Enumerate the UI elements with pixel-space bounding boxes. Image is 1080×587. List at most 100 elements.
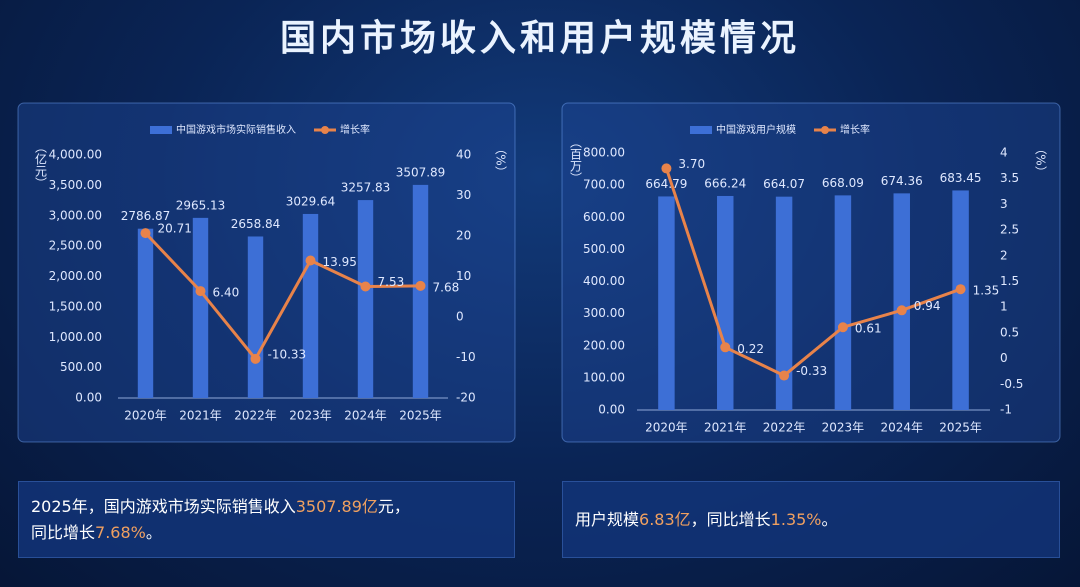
caption-text: 。 <box>145 522 162 542</box>
value-label: 7.68 <box>433 280 460 294</box>
value-label: 3.70 <box>678 157 705 171</box>
y-tick-label: 0.00 <box>598 403 625 417</box>
bar <box>834 195 852 410</box>
highlight-text: 3507.89亿 <box>295 496 378 516</box>
y2-tick-label: 4 <box>1000 146 1008 160</box>
x-tick-label: 2025年 <box>939 421 982 435</box>
page-title: 国内市场收入和用户规模情况 <box>280 18 800 59</box>
caption: 用户规模6.83亿，同比增长1.35%。 <box>562 481 1060 558</box>
legend-label: 中国游戏用户规模 <box>716 123 796 136</box>
y-tick-label: 200.00 <box>583 338 625 352</box>
legend-label: 中国游戏市场实际销售收入 <box>176 123 296 136</box>
value-label: 2658.84 <box>231 217 281 231</box>
caption-text: 2025年，国内游戏市场实际销售收入 <box>31 496 296 516</box>
x-tick-label: 2020年 <box>124 409 167 423</box>
bar <box>775 196 793 410</box>
y-tick-label: 100.00 <box>583 370 625 384</box>
value-label: 2965.13 <box>176 198 226 212</box>
y2-tick-label: 1 <box>1000 300 1008 314</box>
y2-tick-label: 10 <box>456 269 471 283</box>
y-tick-label: 3,500.00 <box>49 178 102 192</box>
legend-swatch <box>821 126 829 134</box>
value-label: 668.09 <box>822 176 864 190</box>
caption-text: 。 <box>821 509 838 529</box>
x-tick-label: 2023年 <box>822 421 865 435</box>
value-label: 0.22 <box>737 342 764 356</box>
y2-tick-label: 0 <box>456 310 464 324</box>
point <box>720 342 731 353</box>
y2-tick-label: 0 <box>1000 351 1008 365</box>
value-label: -10.33 <box>268 347 307 361</box>
value-label: 3507.89 <box>396 165 446 179</box>
caption-text: 元， <box>377 496 410 516</box>
value-label: 683.45 <box>940 171 982 185</box>
legend-label: 增长率 <box>340 123 370 136</box>
bar <box>192 217 209 398</box>
line <box>144 232 421 362</box>
legend-swatch <box>690 126 712 134</box>
bar <box>247 236 264 398</box>
y2-tick-label: -10 <box>456 350 476 364</box>
value-label: 0.94 <box>914 299 941 313</box>
point <box>955 284 966 295</box>
y2-tick-label: 2 <box>1000 248 1008 262</box>
panel <box>561 102 1061 443</box>
y2-tick-label: 2.5 <box>1000 223 1019 237</box>
value-label: 664.07 <box>763 177 805 191</box>
point <box>415 280 426 291</box>
value-label: 664.79 <box>645 177 687 191</box>
y-tick-label: 300.00 <box>583 306 625 320</box>
value-label: 7.53 <box>378 275 405 289</box>
y2-tick-label: -20 <box>456 391 476 405</box>
caption-text: 同比增长 <box>31 522 96 542</box>
y-tick-label: 2,000.00 <box>49 269 102 283</box>
y-tick-label: 700.00 <box>583 178 625 192</box>
y-tick-label: 500.00 <box>583 242 625 256</box>
y-tick-label: 2,500.00 <box>49 239 102 253</box>
caption-line: 同比增长7.68%。 <box>31 520 502 546</box>
value-label: 674.36 <box>881 174 923 188</box>
point <box>305 255 316 266</box>
x-tick-label: 2025年 <box>399 409 442 423</box>
point <box>250 353 261 364</box>
line <box>664 167 962 378</box>
y2-tick-label: 20 <box>456 229 471 243</box>
legend-label: 增长率 <box>840 123 870 136</box>
x-tick-label: 2022年 <box>763 421 806 435</box>
y2-axis-label: （%） <box>494 142 508 177</box>
y2-tick-label: 0.5 <box>1000 325 1019 339</box>
y-tick-label: 500.00 <box>60 360 102 374</box>
y2-tick-label: 3 <box>1000 197 1008 211</box>
value-label: 20.71 <box>158 222 192 236</box>
bar <box>412 184 429 398</box>
caption-text: ，同比增长 <box>690 509 771 529</box>
y-axis-label: （亿元） <box>34 141 48 189</box>
caption-text: 用户规模 <box>575 509 640 529</box>
x-tick-label: 2020年 <box>645 421 688 435</box>
point <box>140 228 151 239</box>
y2-axis-label: （%） <box>1034 142 1048 177</box>
y2-tick-label: 1.5 <box>1000 274 1019 288</box>
y-tick-label: 3,000.00 <box>49 208 102 222</box>
y-tick-label: 1,500.00 <box>49 299 102 313</box>
y2-tick-label: -1 <box>1000 403 1012 417</box>
y2-tick-label: 3.5 <box>1000 171 1019 185</box>
x-tick-label: 2021年 <box>704 421 747 435</box>
legend-swatch <box>321 126 329 134</box>
bar <box>893 193 910 410</box>
point <box>779 370 790 381</box>
point <box>195 286 206 297</box>
value-label: 13.95 <box>323 255 357 269</box>
value-label: 6.40 <box>213 286 240 300</box>
y-tick-label: 600.00 <box>583 210 625 224</box>
point <box>896 305 907 316</box>
value-label: 3029.64 <box>286 194 336 208</box>
x-tick-label: 2021年 <box>179 409 222 423</box>
x-tick-label: 2022年 <box>234 409 277 423</box>
caption-line: 2025年，国内游戏市场实际销售收入3507.89亿元， <box>31 494 502 520</box>
y-tick-label: 400.00 <box>583 274 625 288</box>
point <box>661 163 672 174</box>
legend-swatch <box>150 126 172 134</box>
point <box>360 281 371 292</box>
